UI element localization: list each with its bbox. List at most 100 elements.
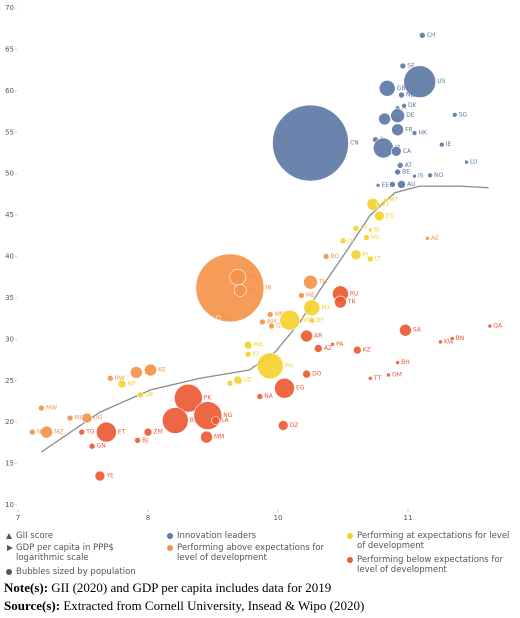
- legend-item: GDP per capita in PPP$ logarithmic scale: [4, 543, 136, 563]
- point-label: RU: [350, 290, 359, 297]
- bubble: [391, 123, 404, 137]
- bubble: [411, 130, 418, 136]
- point-label: US: [437, 78, 445, 85]
- bubble: [390, 108, 405, 123]
- y-tick-label: 25: [5, 377, 14, 385]
- point-label: NE: [37, 429, 45, 436]
- trend-line: [41, 185, 489, 453]
- point-label: MA: [254, 342, 264, 349]
- point-label: GB: [397, 85, 406, 92]
- point-label: LA: [221, 417, 229, 424]
- bubble: [308, 316, 316, 324]
- point-label: TG: [85, 429, 95, 436]
- bubble: [322, 253, 330, 260]
- point-label: LT: [375, 255, 382, 262]
- bubble: [330, 342, 335, 347]
- bubble: [389, 181, 396, 188]
- point-label: BH: [401, 359, 410, 366]
- legend-item: Innovation leaders: [165, 531, 327, 541]
- point-label: NP: [128, 381, 136, 388]
- bubble: [449, 336, 455, 341]
- bubble: [339, 237, 347, 245]
- bubble: [143, 427, 153, 437]
- bubble: [174, 383, 203, 413]
- bubble: [374, 210, 385, 222]
- point-label: CH: [427, 32, 436, 39]
- point-label: GN: [97, 443, 106, 450]
- point-label: BE: [402, 169, 410, 176]
- point-label: CN: [350, 140, 359, 147]
- bubble: [439, 141, 445, 148]
- bubble: [78, 428, 85, 436]
- point-label: LU: [470, 159, 477, 166]
- bubble: [298, 292, 305, 299]
- bubble: [352, 225, 360, 232]
- bubble: [399, 323, 412, 337]
- legend-text: GDP per capita in PPP$ logarithmic scale: [16, 543, 114, 563]
- y-tick-label: 45: [5, 211, 14, 219]
- bubble: [266, 311, 274, 318]
- legend-text: Bubbles sized by population: [16, 567, 136, 577]
- point-label: MZ: [54, 429, 63, 436]
- point-label: HU: [371, 234, 380, 241]
- bubble: [366, 255, 374, 263]
- y-tick-label: 10: [5, 501, 14, 509]
- point-label: NA: [264, 393, 273, 400]
- bubble: [107, 374, 114, 382]
- point-label: AU: [407, 181, 416, 188]
- point-label: BD: [190, 417, 199, 424]
- x-tick-label: 11: [404, 514, 413, 522]
- bubble: [412, 173, 417, 179]
- point-label: PK: [204, 395, 213, 402]
- bubble: [229, 268, 246, 286]
- bubble: [367, 375, 373, 381]
- bubble: [244, 350, 252, 358]
- y-tick-label: 70: [5, 4, 14, 12]
- point-label: DZ: [290, 422, 299, 429]
- y-tick-label: 35: [5, 294, 14, 302]
- point-label: NG: [223, 412, 232, 419]
- point-label: MX: [321, 304, 330, 311]
- point-label: TR: [347, 299, 356, 306]
- point-label: BJ: [142, 437, 148, 444]
- bubble: [386, 372, 391, 378]
- bubble: [303, 274, 318, 290]
- point-label: SA: [413, 327, 422, 334]
- bubble: [193, 401, 223, 430]
- point-label: KE: [158, 366, 166, 373]
- source-label: Source(s):: [4, 598, 61, 613]
- point-label: AE: [431, 235, 439, 242]
- point-label: UA: [248, 287, 257, 294]
- y-tick-label: 40: [5, 253, 14, 261]
- point-label: LV: [348, 237, 356, 244]
- bubble: [303, 299, 321, 317]
- point-label: MD: [222, 314, 232, 321]
- bubble: [38, 404, 45, 412]
- point-label: TT: [373, 375, 382, 382]
- point-label: HK: [418, 130, 428, 137]
- legend-item: Performing below expectations for level …: [345, 555, 517, 575]
- point-label: AT: [405, 162, 413, 169]
- x-tick-label: 10: [274, 514, 283, 522]
- point-label: BN: [456, 335, 465, 342]
- bubble: [226, 379, 234, 387]
- legend-item: Performing above expectations for level …: [165, 543, 327, 563]
- bubble: [277, 420, 289, 431]
- point-label: PL: [363, 251, 371, 258]
- legend-text: Innovation leaders: [177, 531, 257, 541]
- x-tick-label: 7: [16, 514, 20, 522]
- bubble: [464, 159, 469, 165]
- legend-swatch: [347, 533, 353, 539]
- bubble: [233, 375, 242, 385]
- point-label: IN: [265, 284, 271, 291]
- y-tick-label: 50: [5, 170, 14, 178]
- bubble: [234, 284, 247, 297]
- bubble: [66, 414, 74, 422]
- point-label: TZ: [143, 369, 152, 376]
- point-label: UG: [93, 415, 102, 422]
- point-label: ZM: [154, 429, 163, 436]
- point-label: CY: [382, 201, 390, 208]
- point-label: MM: [214, 434, 224, 441]
- y-tick-label: 30: [5, 335, 14, 343]
- bubble: [268, 322, 275, 330]
